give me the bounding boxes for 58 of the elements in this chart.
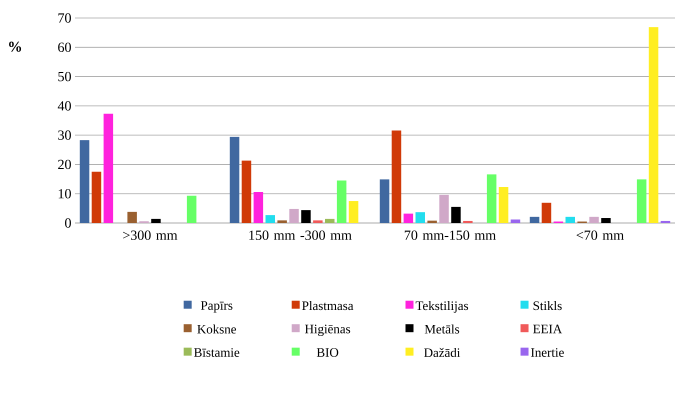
bar: [336, 180, 346, 223]
y-tick-label: 10: [58, 189, 71, 198]
bar: [566, 216, 576, 223]
legend-label: EEIA: [533, 324, 562, 334]
legend-label: Higiēnas: [304, 324, 350, 336]
bar: [230, 136, 240, 223]
bar: [242, 160, 252, 223]
bar: [510, 219, 520, 223]
bar: [542, 202, 552, 223]
bar: [498, 186, 508, 223]
bar: [277, 220, 287, 223]
y-tick-label: 70: [58, 13, 71, 23]
y-tick-label: 20: [58, 160, 71, 170]
bar: [392, 130, 402, 223]
bar: [416, 212, 426, 223]
x-tick-label: 150 mm -300 mm: [249, 230, 352, 240]
legend-label: Dažādi: [424, 348, 460, 358]
bar: [151, 218, 161, 223]
x-tick-label: <70 mm: [576, 230, 624, 240]
legend-label: Inertie: [530, 348, 564, 357]
bar: [530, 216, 540, 223]
y-tick-label: 0: [65, 218, 71, 228]
y-tick-label: 50: [58, 72, 71, 82]
bar: [486, 174, 496, 223]
bar: [127, 212, 137, 223]
bar: [325, 218, 334, 223]
bar: [601, 218, 611, 223]
bar: [648, 27, 658, 223]
y-axis-title: %: [9, 42, 22, 52]
bar: [636, 179, 646, 223]
bar: [313, 220, 323, 223]
bar: [348, 201, 358, 223]
bar: [186, 196, 196, 223]
bar: [289, 208, 299, 223]
bar: [451, 206, 461, 223]
y-tick-label: 30: [58, 130, 71, 140]
bar: [380, 179, 390, 223]
x-tick-label: 70 mm-150 mm: [404, 230, 496, 240]
legend-label: Bīstamie: [194, 348, 240, 357]
bar: [301, 210, 311, 223]
legend-label: Plastmasa: [302, 300, 354, 310]
bar: [80, 140, 90, 223]
legend-label: Metāls: [424, 324, 460, 334]
bar: [589, 216, 599, 223]
bar: [92, 172, 102, 223]
y-tick-label: 60: [58, 42, 71, 52]
legend-label: Tekstilijas: [416, 300, 468, 313]
legend-label: Koksne: [197, 324, 236, 334]
legend-label: BIO: [316, 348, 338, 357]
y-tick-label: 40: [58, 101, 71, 111]
legend-label: Papīrs: [200, 301, 232, 312]
legend-label: Stikls: [534, 300, 562, 310]
bar: [254, 192, 264, 223]
bar: [266, 215, 275, 223]
x-tick-label: >300 mm: [123, 230, 178, 240]
bar: [439, 194, 449, 223]
bar: [104, 114, 114, 223]
bar: [404, 214, 414, 223]
